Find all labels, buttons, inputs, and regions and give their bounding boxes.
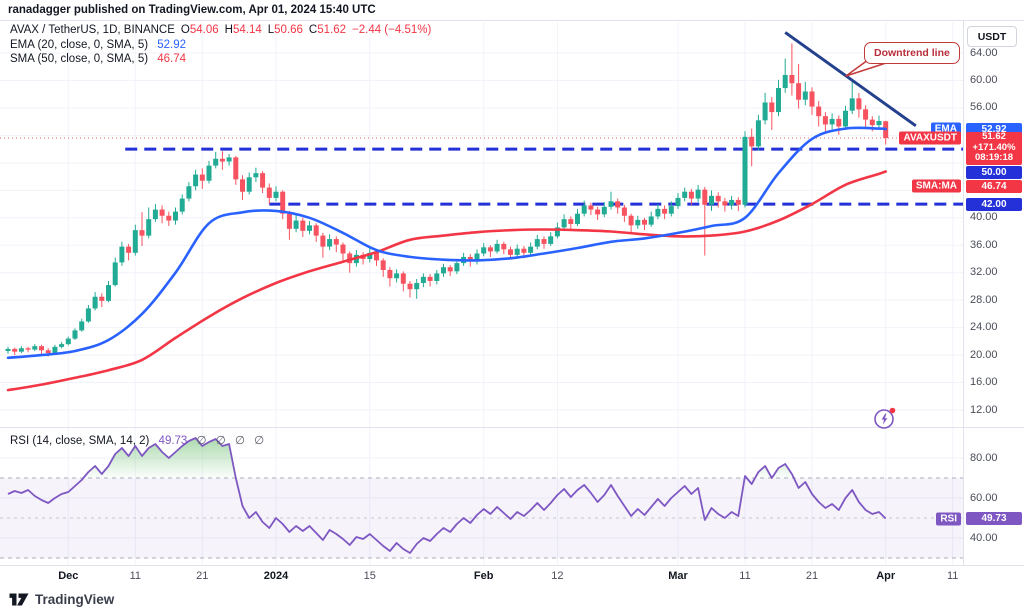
instant-trading-icon[interactable] (872, 405, 898, 431)
currency-toggle-button[interactable]: USDT (967, 26, 1017, 47)
sma50-line (6, 170, 887, 392)
high-value: 54.14 (232, 24, 262, 36)
rsi-line (7, 437, 887, 554)
price-axis-label: 24.00 (970, 321, 998, 334)
price-axis-label: 20.00 (970, 348, 998, 361)
price-axis-label: 36.00 (970, 238, 998, 251)
time-axis-label: Dec (58, 570, 79, 582)
pane-separators (0, 20, 1024, 566)
tradingview-mark-icon (9, 593, 29, 606)
symbol-badge-row: 08:19:18 (974, 152, 1014, 164)
sma-legend-row[interactable]: SMA (50, close, 0, SMA, 5) 46.74 (10, 52, 431, 67)
time-axis-label: 11 (946, 570, 959, 582)
symbol-side-label: AVAXUSDT (899, 131, 961, 145)
ema-legend-row[interactable]: EMA (20, close, 0, SMA, 5) 52.92 (10, 38, 431, 53)
price-axis-label: 60.00 (970, 74, 998, 86)
price-axis-label: 32.00 (970, 266, 998, 279)
price-axis-label: 28.00 (970, 293, 998, 306)
time-axis-label: Apr (876, 570, 896, 582)
price-axis-label: 64.00 (970, 46, 998, 59)
sma-side-label: SMA:MA (911, 179, 961, 193)
symbol-price-badge: 51.62 +171.40% 08:19:18 (966, 131, 1022, 165)
time-axis-label: 11 (739, 570, 751, 582)
time-axis-label: 21 (196, 570, 209, 582)
rsi-label: RSI (14, close, SMA, 14, 2) (10, 435, 150, 447)
close-value: 51.62 (317, 24, 347, 36)
time-axis-label: Mar (668, 570, 688, 582)
symbol-badge-row: 51.62 (982, 131, 1006, 143)
price-axis-label: 16.00 (970, 376, 998, 389)
sma-value: 46.74 (157, 53, 187, 65)
rsi-axis-label: 40.00 (970, 531, 998, 544)
rsi-side-label: RSI (936, 512, 961, 526)
ema-value: 52.92 (157, 38, 187, 51)
grid-lines (0, 22, 963, 565)
time-axis-label: Feb (473, 570, 494, 582)
tradingview-logo-text: TradingView (35, 592, 115, 607)
lightning-bolt-icon (874, 407, 896, 429)
symbol-legend-row[interactable]: AVAX / TetherUS, 1D, BINANCE O54.06 H54.14… (10, 23, 431, 38)
sma-label: SMA (50, close, 0, SMA, 5) (10, 53, 149, 65)
open-label: O (180, 24, 190, 36)
price-axis-label: 12.00 (970, 403, 998, 416)
open-value: 54.06 (189, 24, 219, 36)
low-value: 50.66 (274, 24, 303, 36)
time-axis-label: 15 (363, 570, 376, 582)
indicator-legend: AVAX / TetherUS, 1D, BINANCE O54.06 H54.14… (10, 23, 431, 67)
time-axis-label: 12 (551, 570, 564, 582)
close-label: C (308, 24, 318, 36)
ema-label: EMA (20, close, 0, SMA, 5) (10, 38, 149, 51)
rsi-legend-row[interactable]: RSI (14, close, SMA, 14, 2) 49.73 ∅ ∅ ∅ … (10, 433, 267, 447)
rsi-axis-label: 80.00 (970, 451, 998, 464)
candles-series[interactable] (5, 43, 889, 357)
rsi-value: 49.73 (158, 435, 188, 447)
tradingview-logo[interactable]: TradingView (8, 592, 114, 607)
downtrend-callout[interactable]: Downtrend line (864, 42, 960, 64)
symbol-title: AVAX / TetherUS, 1D, BINANCE (10, 24, 175, 36)
low-label: L (267, 24, 275, 36)
change-value: −2.44 (−4.51%) (352, 24, 432, 36)
rsi-axis-label: 60.00 (970, 491, 998, 504)
time-axis-label: 2024 (263, 570, 289, 582)
rsi-pane (0, 477, 963, 559)
downtrend-trendline[interactable] (784, 31, 917, 128)
rsi-price-badge: 49.73 (966, 512, 1022, 526)
price-axis-label: 56.00 (970, 101, 998, 114)
published-attribution: ranadagger published on TradingView.com,… (8, 4, 376, 16)
sma-price-badge: 46.74 (966, 179, 1022, 193)
lower-level-badge: 42.00 (966, 197, 1022, 211)
rsi-hidden-plots: ∅ ∅ ∅ ∅ (196, 435, 268, 447)
time-axis-label: 11 (129, 570, 142, 582)
high-label: H (224, 24, 233, 36)
time-axis-label: 21 (805, 570, 819, 582)
price-axis-label: 40.00 (970, 211, 998, 224)
symbol-badge-row: +171.40% (972, 141, 1016, 153)
upper-level-badge: 50.00 (966, 165, 1022, 179)
support-resistance-lines[interactable] (125, 147, 963, 206)
ema20-line (6, 126, 887, 360)
